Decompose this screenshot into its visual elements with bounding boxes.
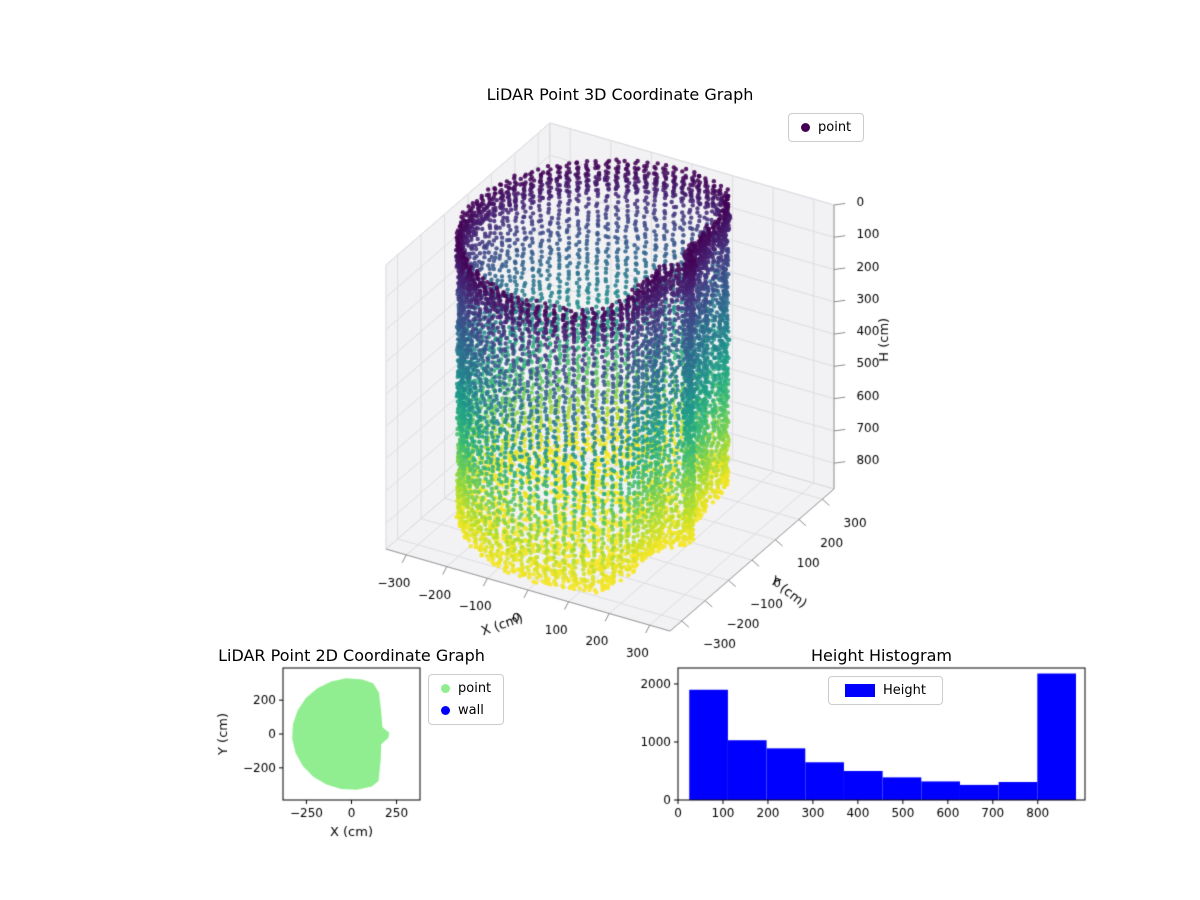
- legend-entry-point: point: [441, 679, 491, 698]
- legend-label-point: point: [818, 120, 852, 135]
- hist-title: Height Histogram: [811, 646, 952, 665]
- plot3d-canvas: [330, 95, 910, 665]
- wall-marker-icon: [441, 706, 450, 715]
- legend-entry-point: point: [801, 118, 851, 137]
- legend-label-wall: wall: [458, 703, 484, 718]
- point-marker-icon: [441, 684, 450, 693]
- plot2d-legend: point wall: [428, 674, 505, 725]
- plot2d-title: LiDAR Point 2D Coordinate Graph: [218, 646, 485, 665]
- legend-entry-height: Height: [845, 681, 926, 700]
- plot3d-legend: point: [788, 113, 865, 142]
- plot3d-title: LiDAR Point 3D Coordinate Graph: [486, 85, 754, 104]
- legend-entry-wall: wall: [441, 701, 491, 720]
- hist-legend: Height: [828, 676, 943, 705]
- point-marker-icon: [801, 123, 810, 132]
- legend-label-height: Height: [883, 683, 926, 698]
- height-bar-icon: [845, 684, 875, 697]
- plot2d-canvas: [195, 640, 565, 865]
- legend-label-point: point: [458, 681, 492, 696]
- hist-canvas: [595, 640, 1125, 865]
